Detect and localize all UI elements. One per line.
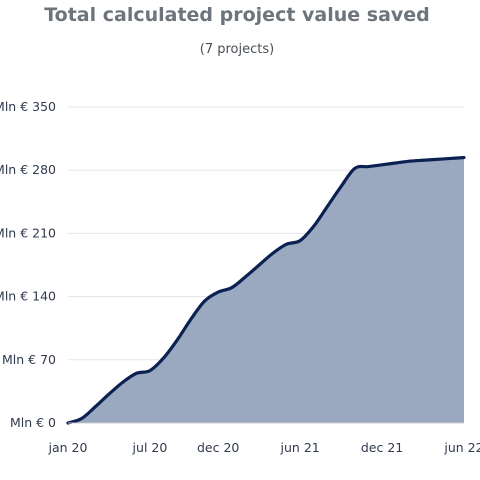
x-tick-label: dec 20 [197, 440, 239, 455]
chart-subtitle: (7 projects) [199, 42, 275, 57]
x-tick-label: jun 21 [280, 440, 320, 455]
y-tick-label: Mln € 0 [10, 415, 56, 430]
chart-title: Total calculated project value saved [44, 4, 430, 26]
y-tick-label: Mln € 280 [0, 162, 56, 177]
y-tick-label: Mln € 210 [0, 225, 56, 240]
area-fill [68, 157, 464, 423]
series-line [66, 155, 466, 425]
y-tick-label: Mln € 350 [0, 99, 56, 114]
x-tick-label: jan 20 [48, 440, 88, 455]
x-tick-label: jun 22 [443, 440, 480, 455]
y-tick-label: Mln € 70 [2, 352, 56, 367]
x-tick-label: dec 21 [361, 440, 403, 455]
x-tick-label: jul 20 [132, 440, 168, 455]
y-tick-label: Mln € 140 [0, 289, 56, 304]
